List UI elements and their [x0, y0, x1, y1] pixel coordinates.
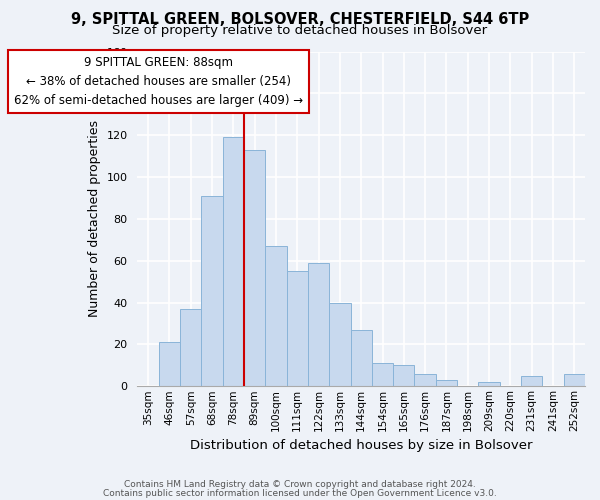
Bar [521, 376, 542, 386]
Bar [478, 382, 500, 386]
Bar [223, 138, 244, 386]
Text: Size of property relative to detached houses in Bolsover: Size of property relative to detached ho… [112, 24, 488, 37]
Bar [415, 374, 436, 386]
Y-axis label: Number of detached properties: Number of detached properties [88, 120, 101, 318]
Text: 9, SPITTAL GREEN, BOLSOVER, CHESTERFIELD, S44 6TP: 9, SPITTAL GREEN, BOLSOVER, CHESTERFIELD… [71, 12, 529, 28]
Bar [159, 342, 180, 386]
Text: Contains HM Land Registry data © Crown copyright and database right 2024.: Contains HM Land Registry data © Crown c… [124, 480, 476, 489]
Bar [244, 150, 265, 386]
Bar [372, 363, 393, 386]
Bar [350, 330, 372, 386]
Bar [287, 271, 308, 386]
Bar [202, 196, 223, 386]
Bar [436, 380, 457, 386]
Text: 9 SPITTAL GREEN: 88sqm
← 38% of detached houses are smaller (254)
62% of semi-de: 9 SPITTAL GREEN: 88sqm ← 38% of detached… [14, 56, 303, 106]
X-axis label: Distribution of detached houses by size in Bolsover: Distribution of detached houses by size … [190, 440, 532, 452]
Bar [308, 263, 329, 386]
Bar [329, 302, 350, 386]
Bar [393, 366, 415, 386]
Bar [563, 374, 585, 386]
Text: Contains public sector information licensed under the Open Government Licence v3: Contains public sector information licen… [103, 488, 497, 498]
Bar [180, 309, 202, 386]
Bar [265, 246, 287, 386]
